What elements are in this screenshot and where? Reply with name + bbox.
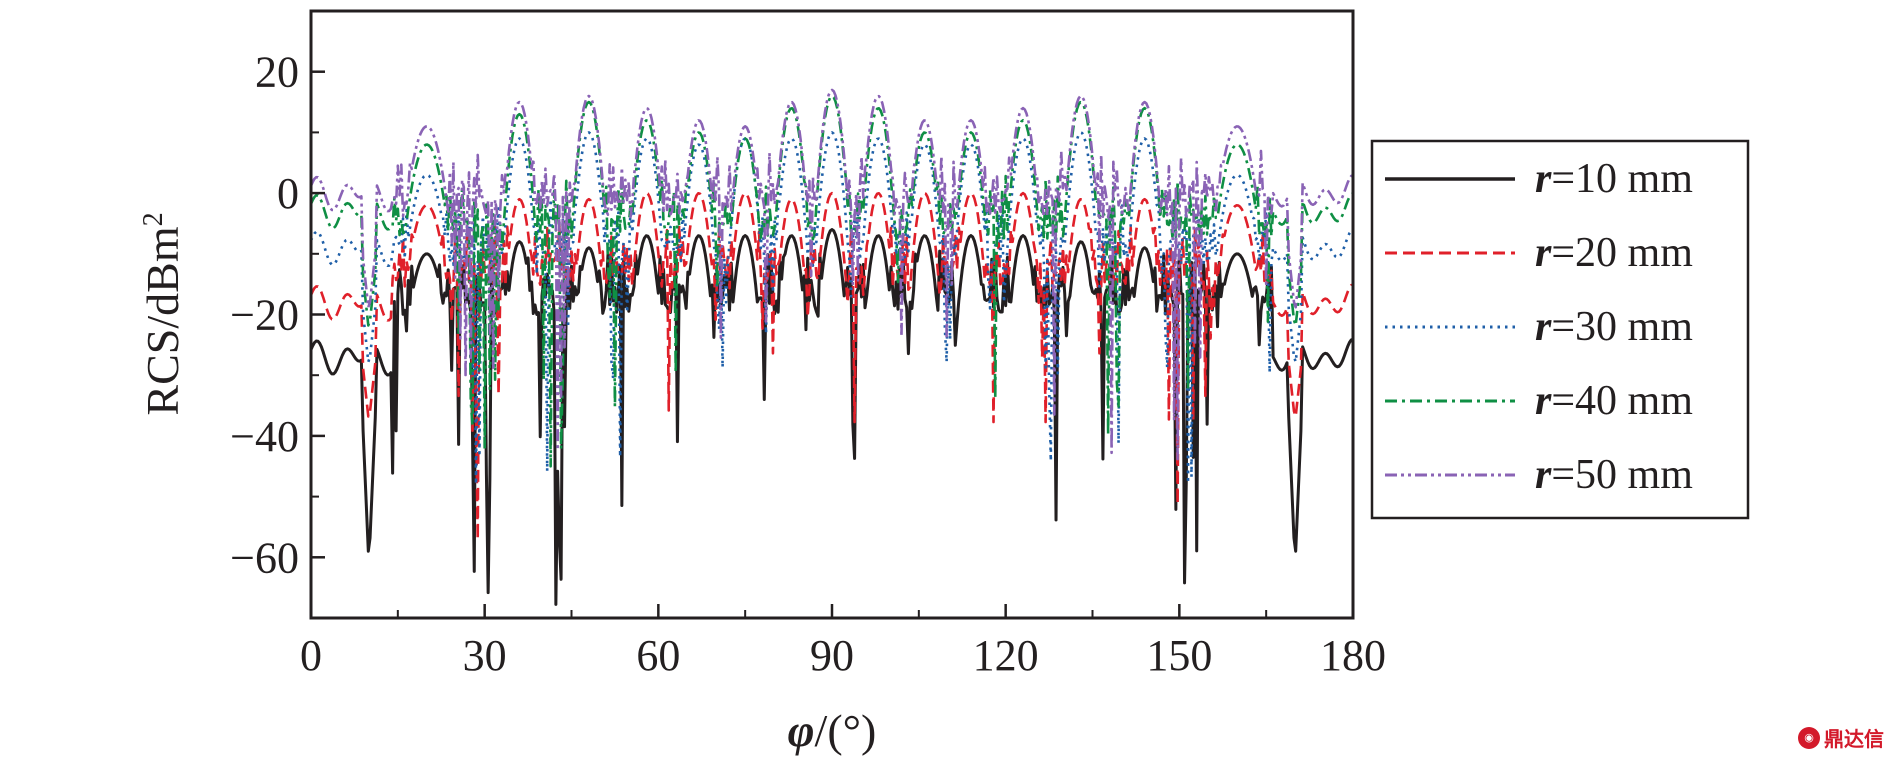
y-tick-label: 20 [255,48,299,97]
watermark-text: 鼎达信 [1824,727,1884,751]
series-line-r50mm [311,88,1353,461]
series-line-r30mm [311,131,1353,486]
legend-label-value: =50 mm [1551,452,1693,498]
legend: r=10 mmr=20 mmr=30 mmr=40 mmr=50 mm [1370,139,1750,520]
watermark: ◉ 鼎达信 [1798,723,1884,752]
legend-label: r=10 mm [1535,156,1693,202]
legend-box [1370,139,1750,520]
legend-label-value: =10 mm [1551,156,1693,202]
y-tick-label: −60 [230,533,299,582]
x-tick-label: 120 [973,631,1039,680]
circle-logo-icon: ◉ [1798,726,1820,749]
y-axis-title-main: RCS/dBm [137,226,188,415]
legend-label-symbol: r [1535,378,1552,424]
x-tick-label: 150 [1146,631,1212,680]
legend-label-symbol: r [1535,452,1552,498]
legend-label-symbol: r [1535,304,1552,350]
legend-label-symbol: r [1535,156,1552,202]
legend-label-value: =40 mm [1551,378,1693,424]
y-tick-label: 0 [277,169,299,218]
y-tick-label: −20 [230,291,299,340]
x-tick-label: 60 [636,631,680,680]
x-axis-title-unit: /(°) [815,705,877,756]
legend-label-value: =30 mm [1551,304,1693,350]
x-tick-label: 30 [463,631,507,680]
legend-label: r=30 mm [1535,304,1693,350]
x-axis-title-symbol: φ [788,705,815,756]
x-tick-label: 90 [810,631,854,680]
y-axis-title: RCS/dBm2 [137,212,188,415]
legend-label: r=50 mm [1535,452,1693,498]
y-axis-title-superscript: 2 [138,212,169,226]
legend-label-value: =20 mm [1551,230,1693,276]
x-tick-label: 0 [300,631,322,680]
x-axis-title: φ/(°) [788,705,877,756]
legend-label-symbol: r [1535,230,1552,276]
legend-label: r=20 mm [1535,230,1693,276]
x-tick-label: 180 [1320,631,1386,680]
series-layer [311,88,1353,606]
ticks-layer: 0 30 60 90 120 150 180 20 0 −20 −40 −60 [230,48,1386,680]
y-tick-label: −40 [230,412,299,461]
legend-label: r=40 mm [1535,378,1693,424]
